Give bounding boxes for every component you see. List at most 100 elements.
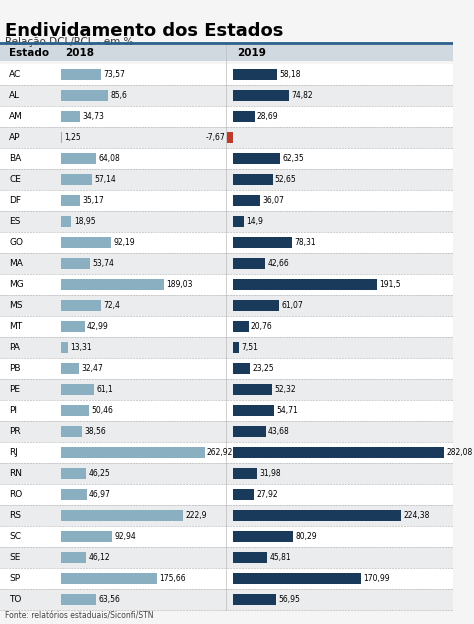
Text: PA: PA <box>9 343 20 352</box>
FancyBboxPatch shape <box>0 400 453 421</box>
Text: 56,95: 56,95 <box>278 595 300 604</box>
FancyBboxPatch shape <box>233 237 292 248</box>
Text: PR: PR <box>9 427 21 436</box>
Text: PI: PI <box>9 406 17 415</box>
FancyBboxPatch shape <box>233 447 444 458</box>
Text: 74,82: 74,82 <box>292 90 313 100</box>
FancyBboxPatch shape <box>233 342 239 353</box>
Text: Estado: Estado <box>9 48 49 58</box>
FancyBboxPatch shape <box>233 489 254 500</box>
FancyBboxPatch shape <box>233 384 272 395</box>
FancyBboxPatch shape <box>0 274 453 295</box>
Text: 170,99: 170,99 <box>364 574 390 583</box>
Text: RN: RN <box>9 469 22 478</box>
Text: 57,14: 57,14 <box>95 175 116 184</box>
FancyBboxPatch shape <box>233 552 267 563</box>
FancyBboxPatch shape <box>0 358 453 379</box>
FancyBboxPatch shape <box>233 216 244 227</box>
FancyBboxPatch shape <box>0 64 453 85</box>
FancyBboxPatch shape <box>61 468 86 479</box>
Text: 92,19: 92,19 <box>114 238 136 247</box>
FancyBboxPatch shape <box>61 405 89 416</box>
Text: 73,57: 73,57 <box>103 70 126 79</box>
Text: 1,25: 1,25 <box>64 133 81 142</box>
FancyBboxPatch shape <box>0 526 453 547</box>
Text: 46,25: 46,25 <box>89 469 110 478</box>
FancyBboxPatch shape <box>233 531 293 542</box>
FancyBboxPatch shape <box>61 489 87 500</box>
FancyBboxPatch shape <box>61 195 80 206</box>
FancyBboxPatch shape <box>61 447 205 458</box>
Text: AP: AP <box>9 133 20 142</box>
FancyBboxPatch shape <box>233 468 257 479</box>
Text: 80,29: 80,29 <box>295 532 317 541</box>
Text: 282,08: 282,08 <box>447 448 473 457</box>
FancyBboxPatch shape <box>61 531 112 542</box>
Text: Relação DCL/RCL - em %: Relação DCL/RCL - em % <box>5 37 133 47</box>
Text: 52,32: 52,32 <box>274 385 296 394</box>
FancyBboxPatch shape <box>233 321 249 332</box>
FancyBboxPatch shape <box>0 568 453 589</box>
Text: 64,08: 64,08 <box>99 154 120 163</box>
FancyBboxPatch shape <box>0 190 453 211</box>
FancyBboxPatch shape <box>0 589 453 610</box>
Text: 52,65: 52,65 <box>275 175 297 184</box>
Text: 13,31: 13,31 <box>71 343 92 352</box>
FancyBboxPatch shape <box>233 90 289 100</box>
FancyBboxPatch shape <box>0 232 453 253</box>
FancyBboxPatch shape <box>0 85 453 105</box>
Text: 62,35: 62,35 <box>282 154 304 163</box>
Text: Endividamento dos Estados: Endividamento dos Estados <box>5 22 283 40</box>
Text: AM: AM <box>9 112 23 120</box>
Text: GO: GO <box>9 238 23 247</box>
Text: 61,1: 61,1 <box>97 385 113 394</box>
Text: 42,99: 42,99 <box>87 322 109 331</box>
Text: -7,67: -7,67 <box>205 133 225 142</box>
Text: 32,47: 32,47 <box>81 364 103 373</box>
Text: 35,17: 35,17 <box>82 196 104 205</box>
Text: 191,5: 191,5 <box>379 280 401 289</box>
Text: 50,46: 50,46 <box>91 406 113 415</box>
FancyBboxPatch shape <box>233 110 255 122</box>
Text: BA: BA <box>9 154 21 163</box>
FancyBboxPatch shape <box>0 45 453 61</box>
FancyBboxPatch shape <box>233 279 376 290</box>
Text: DF: DF <box>9 196 21 205</box>
FancyBboxPatch shape <box>0 463 453 484</box>
Text: 14,9: 14,9 <box>246 217 264 226</box>
Text: 175,66: 175,66 <box>159 574 186 583</box>
Text: 224,38: 224,38 <box>403 511 430 520</box>
Text: MS: MS <box>9 301 23 310</box>
Text: 92,94: 92,94 <box>114 532 136 541</box>
Text: 23,25: 23,25 <box>253 364 274 373</box>
Text: 63,56: 63,56 <box>98 595 120 604</box>
FancyBboxPatch shape <box>61 510 183 521</box>
Text: 78,31: 78,31 <box>294 238 316 247</box>
Text: 42,66: 42,66 <box>267 259 289 268</box>
Text: 222,9: 222,9 <box>185 511 207 520</box>
Text: SP: SP <box>9 574 20 583</box>
Text: 262,92: 262,92 <box>207 448 233 457</box>
Text: 43,68: 43,68 <box>268 427 290 436</box>
Text: 36,07: 36,07 <box>262 196 284 205</box>
FancyBboxPatch shape <box>0 168 453 190</box>
FancyBboxPatch shape <box>61 552 86 563</box>
FancyBboxPatch shape <box>61 132 62 143</box>
Text: 54,71: 54,71 <box>276 406 298 415</box>
FancyBboxPatch shape <box>228 132 233 143</box>
FancyBboxPatch shape <box>233 300 279 311</box>
Text: 27,92: 27,92 <box>256 490 278 499</box>
FancyBboxPatch shape <box>0 295 453 316</box>
Text: TO: TO <box>9 595 21 604</box>
Text: RS: RS <box>9 511 21 520</box>
FancyBboxPatch shape <box>0 484 453 505</box>
FancyBboxPatch shape <box>233 510 401 521</box>
FancyBboxPatch shape <box>0 421 453 442</box>
Text: RJ: RJ <box>9 448 18 457</box>
FancyBboxPatch shape <box>233 594 276 605</box>
FancyBboxPatch shape <box>61 216 72 227</box>
Text: 85,6: 85,6 <box>110 90 127 100</box>
Text: 2019: 2019 <box>237 48 266 58</box>
FancyBboxPatch shape <box>61 384 94 395</box>
Text: 46,97: 46,97 <box>89 490 111 499</box>
